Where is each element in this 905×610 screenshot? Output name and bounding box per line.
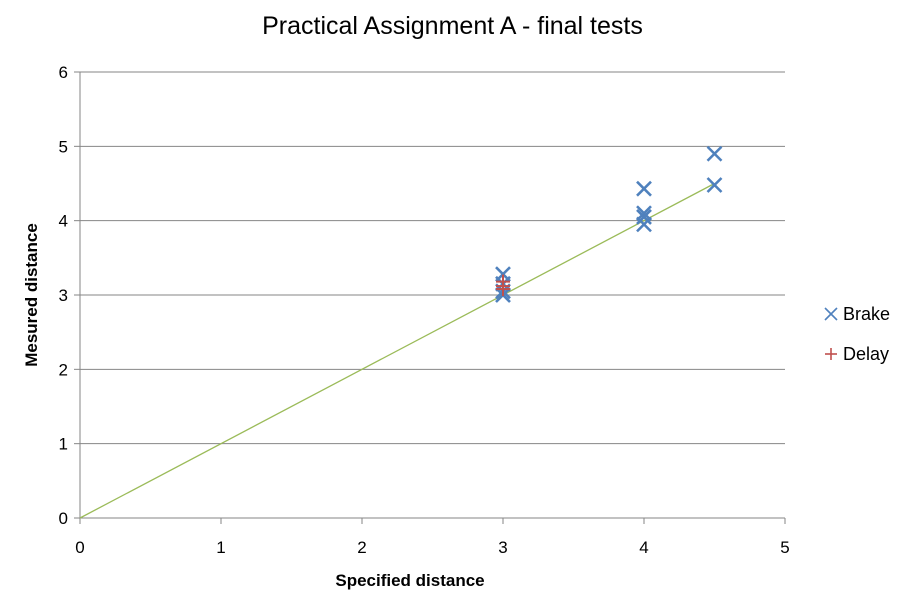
legend-item-delay: Delay xyxy=(825,344,889,364)
x-tick-label: 1 xyxy=(216,538,225,557)
y-tick-label: 5 xyxy=(59,137,68,156)
x-tick-label: 3 xyxy=(498,538,507,557)
x-tick-label: 4 xyxy=(639,538,648,557)
y-tick-label: 4 xyxy=(59,212,68,231)
point-brake-6 xyxy=(636,209,652,225)
legend-marker-brake xyxy=(824,307,838,321)
y-tick-label: 3 xyxy=(59,286,68,305)
point-brake-4 xyxy=(636,180,652,197)
point-delay-2 xyxy=(496,282,510,297)
reference-line-group xyxy=(79,182,715,519)
legend-marker-delay xyxy=(825,348,837,360)
x-axis-title: Specified distance xyxy=(335,571,484,590)
legend-label-delay: Delay xyxy=(843,344,889,364)
reference-line xyxy=(79,182,715,519)
chart-title: Practical Assignment A - final tests xyxy=(262,12,643,40)
point-brake-8 xyxy=(706,145,723,162)
y-tick-label: 1 xyxy=(59,435,68,454)
x-tick-label: 5 xyxy=(780,538,789,557)
x-tick-label: 0 xyxy=(75,538,84,557)
point-brake-7 xyxy=(636,216,652,233)
y-tick-label: 2 xyxy=(59,360,68,379)
y-axis-title: Mesured distance xyxy=(22,223,41,367)
y-tick-label: 0 xyxy=(59,509,68,528)
x-tick-label: 2 xyxy=(357,538,366,557)
y-tick-label: 6 xyxy=(59,63,68,82)
point-brake-9 xyxy=(706,177,723,193)
legend-label-brake: Brake xyxy=(843,304,890,324)
legend-item-brake: Brake xyxy=(824,304,890,324)
gridlines xyxy=(80,71,785,445)
axes: 0 1 2 3 4 5 6 0 1 2 3 4 5 xyxy=(59,63,790,557)
data-points xyxy=(495,145,723,303)
legend: Brake Delay xyxy=(824,304,890,364)
